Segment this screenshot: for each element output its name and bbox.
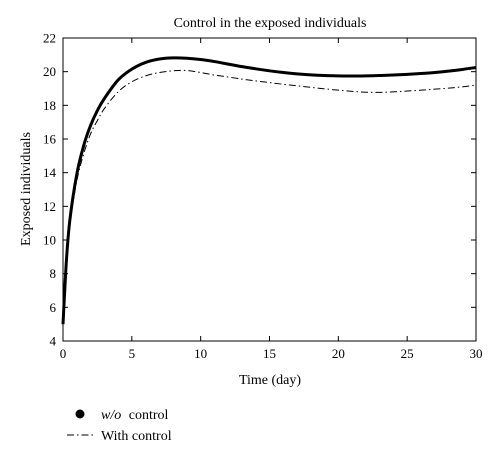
legend: w/o control With control — [67, 408, 172, 444]
chart-title: Control in the exposed individuals — [174, 16, 367, 31]
x-tick-label: 5 — [129, 346, 136, 361]
legend-label-wo-control: w/o control — [101, 408, 169, 423]
y-tick-label: 20 — [43, 64, 56, 79]
plot-frame — [62, 37, 477, 342]
y-tick-label: 10 — [43, 233, 56, 248]
x-axis-label: Time (day) — [239, 373, 301, 388]
series-line-wo-control — [61, 56, 477, 325]
y-tick-label: 6 — [50, 300, 57, 315]
y-tick-label: 14 — [43, 165, 57, 180]
x-tick-label: 20 — [332, 346, 345, 361]
legend-marker-wo-control — [75, 409, 85, 419]
axis-ticks: 0 5 10 15 20 25 30 4 6 8 10 12 14 16 18 20 22 — [43, 31, 483, 362]
x-tick-label: 25 — [401, 346, 414, 361]
x-tick-label: 15 — [263, 346, 276, 361]
y-tick-label: 16 — [43, 132, 57, 147]
y-tick-label: 12 — [43, 199, 56, 214]
series-lines — [61, 56, 477, 325]
x-tick-label: 10 — [194, 346, 207, 361]
y-tick-label: 22 — [43, 31, 56, 46]
legend-label-wo-suffix: control — [129, 408, 169, 423]
legend-label-with-control: With control — [101, 429, 172, 444]
y-tick-label: 8 — [50, 266, 57, 281]
y-tick-label: 18 — [43, 98, 56, 113]
y-axis-label: Exposed individuals — [19, 132, 34, 246]
x-tick-label: 0 — [60, 346, 67, 361]
series-line-with-control — [62, 69, 477, 325]
y-tick-label: 4 — [50, 334, 57, 349]
x-tick-label: 30 — [470, 346, 483, 361]
legend-label-wo-prefix: w/o — [101, 408, 121, 423]
